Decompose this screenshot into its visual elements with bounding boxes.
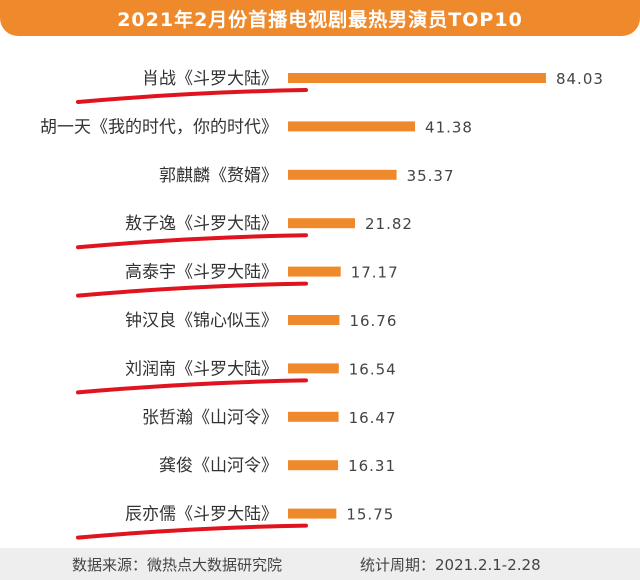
value-label: 16.76 — [349, 312, 397, 330]
bar — [288, 508, 337, 519]
category-label: 肖战《斗罗大陆》 — [142, 69, 278, 89]
category-label: 郭麒麟《赘婿》 — [159, 166, 278, 186]
bar — [288, 411, 339, 422]
red-underline-annotation — [76, 281, 308, 298]
red-underline-annotation — [76, 378, 308, 395]
value-label: 21.82 — [365, 215, 413, 233]
bar-chart: 肖战《斗罗大陆》 84.03 胡一天《我的时代，你的时代》 41.38 郭麒麟《赘婿》 3… — [40, 69, 604, 540]
bar — [288, 73, 546, 83]
bar — [288, 363, 339, 374]
category-label: 胡一天《我的时代，你的时代》 — [40, 117, 278, 137]
value-label: 16.47 — [349, 409, 397, 427]
value-label: 84.03 — [556, 70, 604, 88]
category-label: 刘润南《斗罗大陆》 — [125, 359, 278, 379]
bar — [288, 169, 397, 180]
bar — [288, 266, 341, 277]
category-label: 辰亦儒《斗罗大陆》 — [125, 505, 278, 525]
category-label: 高泰宇《斗罗大陆》 — [125, 263, 278, 283]
bar — [288, 218, 355, 229]
category-label: 钟汉良《锦心似玉》 — [125, 311, 278, 331]
stat-period: 统计周期：2021.2.1-2.28 — [360, 556, 541, 574]
category-label: 龚俊《山河令》 — [159, 456, 278, 476]
chart-footer: 数据来源：微热点大数据研究院 统计周期：2021.2.1-2.28 — [0, 548, 640, 580]
value-label: 17.17 — [351, 264, 399, 282]
chart-title: 2021年2月份首播电视剧最热男演员TOP10 — [117, 8, 523, 31]
red-underline-annotation — [76, 523, 308, 540]
value-label: 15.75 — [346, 506, 394, 524]
bar — [288, 315, 340, 325]
bar — [288, 460, 339, 471]
value-label: 41.38 — [425, 118, 473, 136]
value-label: 35.37 — [407, 167, 455, 185]
red-underline-annotation — [76, 88, 308, 104]
bar — [288, 121, 416, 132]
category-label: 敖子逸《斗罗大陆》 — [125, 214, 278, 234]
category-label: 张哲瀚《山河令》 — [142, 408, 278, 428]
data-source: 数据来源：微热点大数据研究院 — [72, 556, 283, 574]
value-label: 16.31 — [348, 457, 396, 475]
chart-header: 2021年2月份首播电视剧最热男演员TOP10 — [0, 0, 640, 36]
value-label: 16.54 — [349, 360, 397, 378]
red-underline-annotation — [76, 233, 308, 250]
